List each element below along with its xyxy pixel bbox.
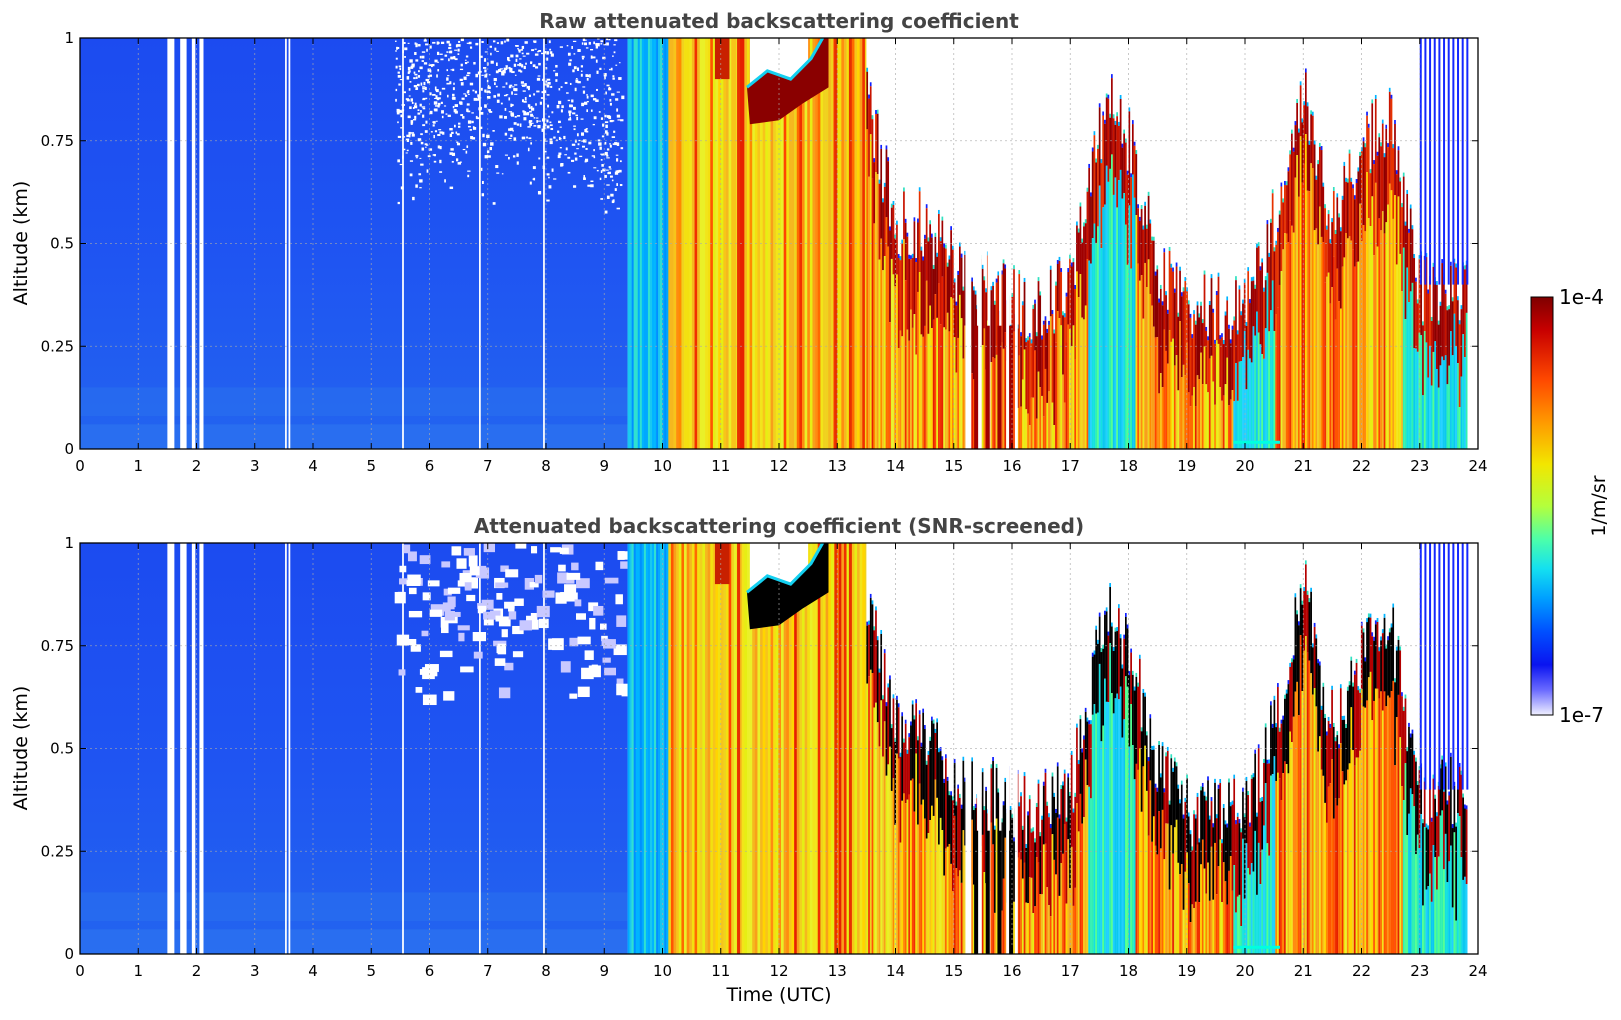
x-tick-label: 14: [886, 962, 905, 980]
x-tick-label: 11: [711, 457, 730, 475]
x-tick-label: 18: [1119, 457, 1138, 475]
colorbar-label: 1/m/sr: [1588, 475, 1610, 536]
x-tick-label: 15: [944, 962, 963, 980]
x-tick-label: 17: [1061, 962, 1080, 980]
x-tick-label: 21: [1294, 457, 1313, 475]
panel-raw: Raw attenuated backscattering coefficien…: [10, 9, 1488, 475]
grid: [79, 37, 1479, 450]
x-tick-label: 9: [599, 457, 609, 475]
x-tick-label: 0: [75, 457, 85, 475]
y-tick-label: 0.75: [41, 637, 74, 655]
x-tick-label: 5: [366, 457, 376, 475]
x-tick-label: 22: [1352, 457, 1371, 475]
x-tick-label: 16: [1002, 962, 1021, 980]
colorbar: 1e-4 1e-7 1/m/sr: [1530, 285, 1610, 727]
x-tick-label: 13: [828, 457, 847, 475]
panel-title: Raw attenuated backscattering coefficien…: [539, 9, 1019, 33]
y-tick-label: 0.5: [50, 235, 74, 253]
y-tick-label: 0: [64, 440, 74, 458]
y-tick-label: 0.5: [50, 740, 74, 758]
x-tick-label: 1: [133, 457, 143, 475]
x-tick-label: 20: [1235, 457, 1254, 475]
x-tick-label: 4: [308, 457, 318, 475]
x-tick-label: 11: [711, 962, 730, 980]
x-tick-label: 24: [1468, 962, 1487, 980]
x-tick-label: 6: [425, 962, 435, 980]
x-tick-label: 12: [769, 962, 788, 980]
y-tick-label: 0.25: [41, 337, 74, 355]
grid: [79, 542, 1479, 955]
x-tick-label: 5: [366, 962, 376, 980]
colorbar-min-label: 1e-7: [1559, 703, 1604, 727]
x-tick-label: 1: [133, 962, 143, 980]
x-tick-label: 9: [599, 962, 609, 980]
x-tick-label: 6: [425, 457, 435, 475]
panel-title: Attenuated backscattering coefficient (S…: [474, 514, 1084, 538]
x-tick-label: 3: [250, 457, 260, 475]
axes-frame: [79, 542, 1479, 955]
y-tick-label: 0.25: [41, 842, 74, 860]
x-tick-label: 19: [1177, 457, 1196, 475]
x-tick-label: 22: [1352, 962, 1371, 980]
x-tick-label: 15: [944, 457, 963, 475]
x-tick-label: 16: [1002, 457, 1021, 475]
x-tick-label: 2: [192, 962, 202, 980]
x-tick-label: 4: [308, 962, 318, 980]
x-tick-label: 12: [769, 457, 788, 475]
x-tick-label: 13: [828, 962, 847, 980]
x-tick-label: 8: [541, 457, 551, 475]
y-tick-labels: 0 0.25 0.5 0.75 1: [41, 534, 74, 963]
x-tick-label: 23: [1410, 962, 1429, 980]
x-tick-label: 21: [1294, 962, 1313, 980]
y-axis-label: Altitude (km): [10, 686, 32, 811]
x-tick-label: 14: [886, 457, 905, 475]
panel-screened: Attenuated backscattering coefficient (S…: [10, 514, 1488, 1006]
y-tick-label: 0: [64, 945, 74, 963]
x-tick-label: 7: [483, 457, 493, 475]
axes-frame: [79, 37, 1479, 450]
colorbar-scale: [1530, 296, 1554, 716]
y-tick-label: 0.75: [41, 132, 74, 150]
x-tick-label: 10: [653, 962, 672, 980]
x-axis-label: Time (UTC): [725, 984, 831, 1006]
y-axis-label: Altitude (km): [10, 181, 32, 306]
x-tick-label: 20: [1235, 962, 1254, 980]
x-tick-label: 3: [250, 962, 260, 980]
x-tick-label: 7: [483, 962, 493, 980]
x-tick-label: 24: [1468, 457, 1487, 475]
x-tick-label: 19: [1177, 962, 1196, 980]
x-tick-label: 8: [541, 962, 551, 980]
y-tick-labels: 0 0.25 0.5 0.75 1: [41, 29, 74, 458]
x-tick-label: 17: [1061, 457, 1080, 475]
y-tick-label: 1: [64, 534, 74, 552]
x-tick-label: 10: [653, 457, 672, 475]
x-tick-label: 2: [192, 457, 202, 475]
x-tick-labels: 0 1 2 3 4 5 6 7 8 9 10 11 12 13 14 15 16 17 18 19 20 21 22 23 24: [75, 457, 1487, 475]
x-tick-label: 0: [75, 962, 85, 980]
colorbar-max-label: 1e-4: [1559, 285, 1604, 309]
x-tick-label: 18: [1119, 962, 1138, 980]
x-tick-labels: 0 1 2 3 4 5 6 7 8 9 10 11 12 13 14 15 16 17 18 19 20 21 22 23 24: [75, 962, 1487, 980]
y-tick-label: 1: [64, 29, 74, 47]
x-tick-label: 23: [1410, 457, 1429, 475]
